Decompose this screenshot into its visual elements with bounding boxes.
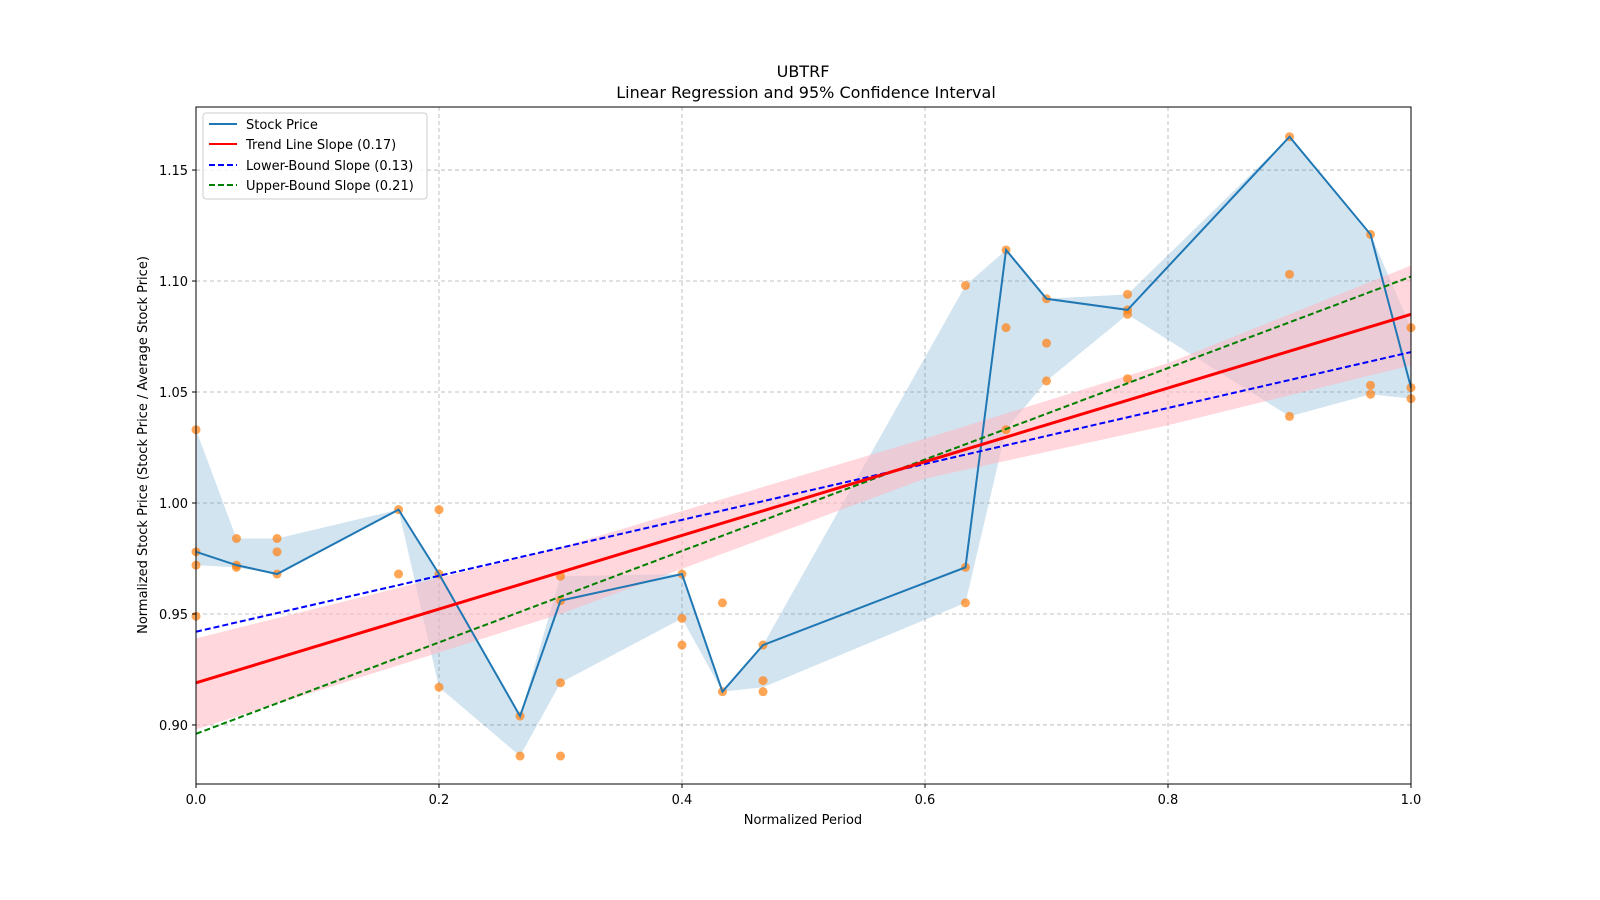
plot-frame [195, 106, 1412, 785]
legend-label-trend: Trend Line Slope (0.17) [245, 138, 396, 153]
y-tick-label: 1.10 [159, 275, 188, 290]
legend-label-lower: Lower-Bound Slope (0.13) [246, 159, 413, 174]
scatter-point [1285, 269, 1294, 279]
scatter-point [556, 678, 565, 688]
scatter-point [272, 547, 282, 557]
scatter-point [677, 640, 687, 650]
scatter-point [960, 598, 970, 608]
scatter-point [434, 682, 444, 692]
scatter-point [394, 569, 404, 579]
scatter-point [758, 676, 768, 686]
x-tick-label: 0.4 [672, 793, 693, 808]
scatter-point [1123, 309, 1133, 319]
x-tick-label: 0.6 [915, 793, 936, 808]
y-tick-label: 0.95 [159, 608, 188, 623]
trend-line [195, 312, 1412, 685]
legend-box [202, 112, 428, 200]
legend: Stock Price Trend Line Slope (0.17) Lowe… [202, 112, 428, 200]
scatter-point [515, 751, 525, 761]
y-tick-label: 1.15 [159, 164, 188, 179]
x-tick-label: 0.2 [429, 793, 450, 808]
scatter-point [960, 280, 970, 290]
scatter-point [434, 505, 444, 515]
scatter-point [1123, 374, 1133, 384]
stock-price-line [195, 135, 1412, 719]
scatter-point [758, 687, 768, 697]
chart-subtitle: Linear Regression and 95% Confidence Int… [616, 83, 996, 102]
x-tick-label: 0.8 [1158, 793, 1179, 808]
scatter-point [272, 534, 282, 544]
scatter-point [556, 751, 565, 761]
axis-ticks: 0.0 0.2 0.4 0.6 0.8 1.0 0.90 0.95 1.00 1.05 1.10 1.… [159, 164, 1421, 808]
upper-bound-line [195, 275, 1412, 735]
scatter-point [1123, 289, 1133, 299]
scatter-point [677, 613, 687, 623]
y-tick-label: 1.05 [159, 386, 188, 401]
chart-title: UBTRF [777, 62, 830, 81]
y-tick-label: 1.00 [159, 497, 188, 512]
scatter-point [1001, 323, 1011, 333]
stock-confidence-band [196, 136, 1411, 757]
lower-bound-line [195, 351, 1412, 633]
scatter-point [1042, 376, 1051, 386]
scatter-point [717, 598, 727, 608]
y-tick-label: 0.90 [159, 719, 188, 734]
legend-label-stock: Stock Price [246, 118, 318, 133]
legend-label-upper: Upper-Bound Slope (0.21) [246, 179, 414, 194]
scatter-point [1366, 389, 1376, 399]
x-tick-label: 1.0 [1401, 793, 1422, 808]
x-tick-label: 0.0 [186, 793, 207, 808]
y-axis-label: Normalized Stock Price (Stock Price / Av… [136, 256, 151, 634]
scatter-point [1285, 411, 1294, 421]
scatter-point [1366, 380, 1376, 390]
scatter-point [1042, 338, 1051, 348]
x-axis-label: Normalized Period [744, 813, 862, 828]
scatter-point [231, 534, 241, 544]
plot-marks [191, 132, 1416, 761]
